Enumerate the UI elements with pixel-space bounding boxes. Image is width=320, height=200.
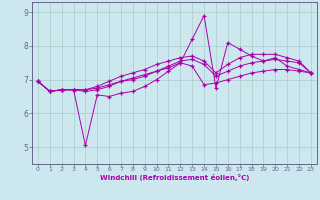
X-axis label: Windchill (Refroidissement éolien,°C): Windchill (Refroidissement éolien,°C) — [100, 174, 249, 181]
